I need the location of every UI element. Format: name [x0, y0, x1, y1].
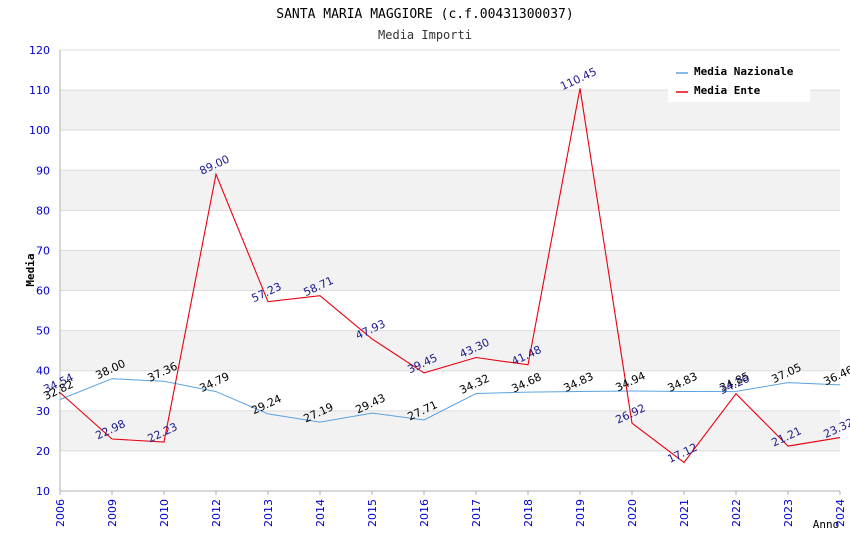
background-bands	[60, 90, 840, 451]
x-tick-label: 2018	[522, 499, 535, 527]
y-tick-label: 120	[29, 44, 50, 57]
y-tick-label: 20	[36, 445, 50, 458]
y-tick-label: 50	[36, 325, 50, 338]
x-tick-label: 2013	[262, 499, 275, 527]
y-axis-label: Media	[24, 253, 37, 286]
x-tick-label: 2021	[678, 499, 691, 527]
chart-subtitle: Media Importi	[378, 28, 472, 42]
x-tick-label: 2019	[574, 499, 587, 527]
y-tick-label: 10	[36, 485, 50, 498]
x-tick-label: 2006	[54, 499, 67, 527]
y-tick-label: 90	[36, 164, 50, 177]
series-layer	[59, 88, 841, 464]
x-tick-label: 2016	[418, 499, 431, 527]
x-tick-label: 2023	[782, 499, 795, 527]
gridlines	[60, 49, 840, 492]
series-line-media-nazionale	[59, 378, 841, 423]
legend-box	[668, 60, 810, 102]
y-tick-label: 40	[36, 365, 50, 378]
x-tick-label: 2022	[730, 499, 743, 527]
y-tick-label: 60	[36, 285, 50, 298]
legend-label-ente: Media Ente	[694, 84, 761, 97]
x-tick-label: 2010	[158, 499, 171, 527]
y-tick-label: 30	[36, 405, 50, 418]
series-line-media-ente	[59, 88, 841, 464]
y-tick-label: 80	[36, 204, 50, 217]
band-60	[60, 250, 840, 291]
x-tick-label: 2020	[626, 499, 639, 527]
axes	[59, 50, 840, 492]
x-tick-label: 2009	[106, 499, 119, 527]
y-tick-label: 110	[29, 84, 50, 97]
x-tick-label: 2024	[834, 499, 847, 527]
y-tick-label: 70	[36, 244, 50, 257]
x-axis-label: Anno	[813, 518, 840, 531]
data-label: 110.45	[558, 65, 598, 93]
x-tick-label: 2017	[470, 499, 483, 527]
band-40	[60, 330, 840, 371]
x-tick-label: 2014	[314, 499, 327, 527]
legend: Media Nazionale Media Ente	[668, 60, 810, 102]
band-80	[60, 170, 840, 211]
x-tick-labels: 2006 2009 2010 2012 2013 2014 2015 2016 2017 2018…	[54, 491, 847, 527]
y-tick-labels: 10 20 30 40 50 60 70 80 90 100 110 120	[29, 44, 50, 498]
y-tick-label: 100	[29, 124, 50, 137]
x-tick-label: 2015	[366, 499, 379, 527]
chart-title: SANTA MARIA MAGGIORE (c.f.00431300037)	[276, 7, 573, 22]
band-20	[60, 410, 840, 451]
x-tick-label: 2012	[210, 499, 223, 527]
legend-label-nazionale: Media Nazionale	[694, 65, 794, 78]
